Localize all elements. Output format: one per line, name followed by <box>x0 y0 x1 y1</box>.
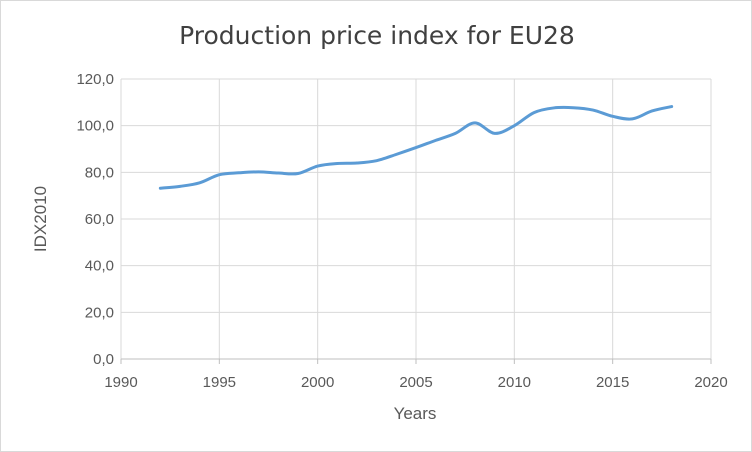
y-tick-label: 0,0 <box>93 351 114 368</box>
x-tick-label: 2020 <box>694 374 727 391</box>
x-tick-label: 2015 <box>596 374 629 391</box>
chart-title: Production price index for EU28 <box>179 21 575 50</box>
y-tick-label: 100,0 <box>76 118 114 135</box>
y-tick-label: 60,0 <box>85 211 114 228</box>
y-tick-label: 80,0 <box>85 164 114 181</box>
series-line <box>158 105 674 190</box>
x-tick-label: 1995 <box>203 374 236 391</box>
x-axis-ticks: 1990 1995 2000 2005 2010 2015 2020 <box>104 374 727 391</box>
y-tick-label: 120,0 <box>76 71 114 88</box>
y-tick-label: 40,0 <box>85 258 114 275</box>
y-tick-label: 20,0 <box>85 304 114 321</box>
y-axis-ticks: 0,0 20,0 40,0 60,0 80,0 100,0 120,0 <box>76 71 114 368</box>
x-tick-label: 2000 <box>301 374 334 391</box>
x-axis-title: Years <box>394 404 437 423</box>
series-layer <box>158 105 674 190</box>
x-tick-label: 1990 <box>104 374 137 391</box>
y-axis-title: IDX2010 <box>31 186 50 252</box>
x-tick-label: 2005 <box>399 374 432 391</box>
gridlines <box>120 78 712 364</box>
x-tick-label: 2010 <box>498 374 531 391</box>
